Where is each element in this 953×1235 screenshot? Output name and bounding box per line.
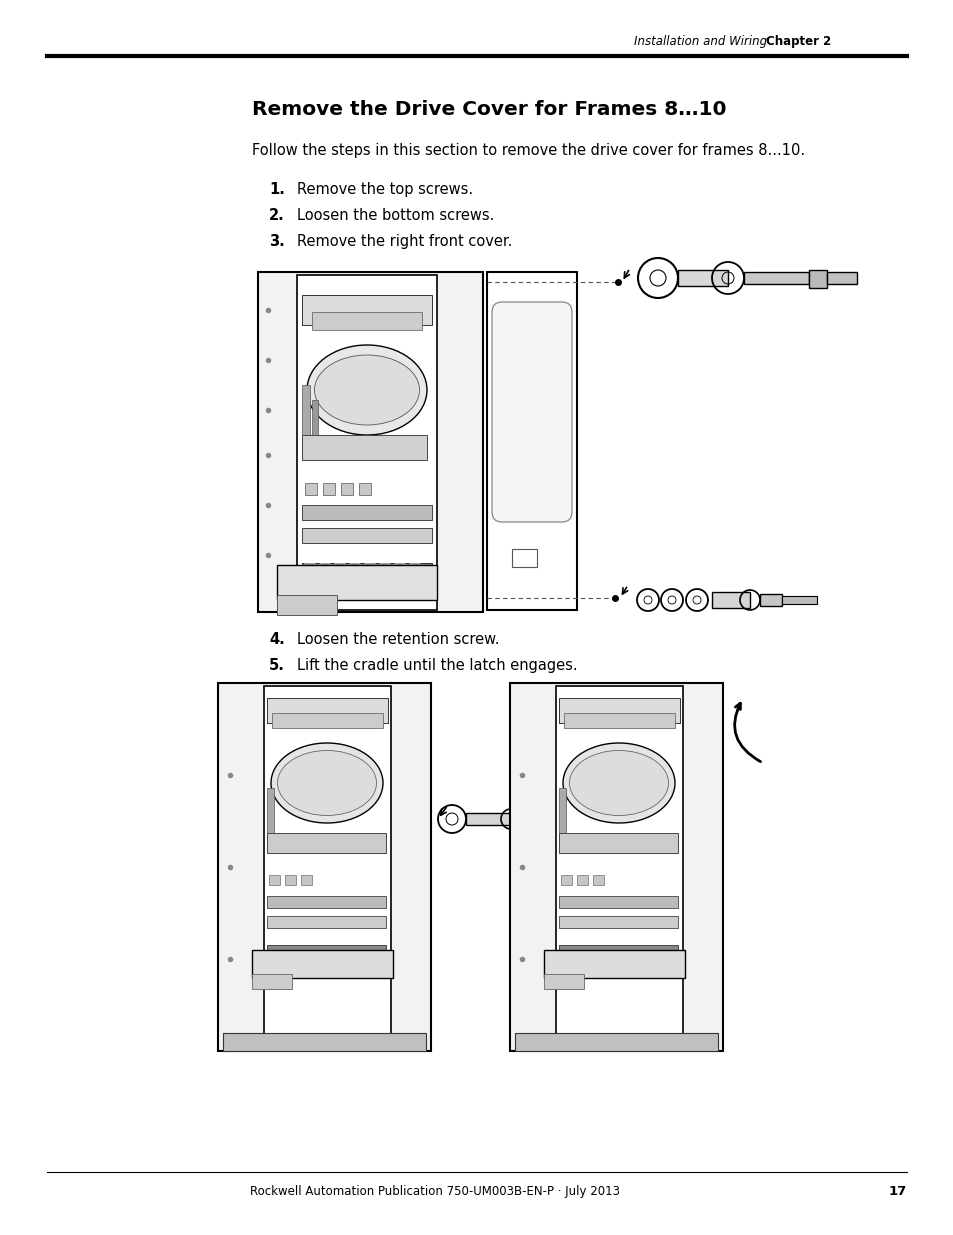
Bar (465, 813, 511, 825)
Bar (678, 270, 727, 287)
Bar (358, 483, 371, 495)
Bar (305, 483, 316, 495)
Text: Remove the right front cover.: Remove the right front cover. (296, 233, 512, 249)
Bar (743, 272, 808, 284)
Bar (267, 788, 274, 839)
Text: Lift the cradle until the latch engages.: Lift the cradle until the latch engages. (296, 658, 577, 673)
Text: Loosen the bottom screws.: Loosen the bottom screws. (296, 207, 494, 224)
Text: Rockwell Automation Publication 750-UM003B-EN-P · July 2013: Rockwell Automation Publication 750-UM00… (250, 1186, 619, 1198)
Bar (267, 832, 386, 853)
Ellipse shape (562, 743, 675, 823)
Bar (563, 713, 675, 727)
Bar (312, 312, 421, 330)
Text: 5.: 5. (269, 658, 285, 673)
Text: Loosen the retention screw.: Loosen the retention screw. (296, 632, 499, 647)
Bar (301, 876, 312, 885)
Bar (781, 597, 816, 604)
Bar (577, 876, 587, 885)
Text: Chapter 2: Chapter 2 (765, 36, 830, 48)
Bar (302, 295, 432, 325)
Bar (826, 272, 856, 284)
Bar (252, 950, 393, 978)
Bar (350, 563, 359, 576)
Ellipse shape (307, 345, 427, 435)
Bar (319, 563, 330, 576)
Bar (760, 594, 781, 606)
Bar (302, 385, 310, 445)
Bar (264, 685, 391, 1049)
Bar (285, 876, 295, 885)
Bar (711, 592, 749, 608)
Bar (302, 529, 432, 543)
Bar (520, 814, 538, 824)
Bar (223, 1032, 426, 1051)
Ellipse shape (271, 743, 382, 823)
Bar (543, 950, 684, 978)
Bar (558, 832, 678, 853)
Text: Remove the Drive Cover for Frames 8…10: Remove the Drive Cover for Frames 8…10 (252, 100, 726, 119)
Bar (312, 400, 317, 450)
Bar (538, 816, 563, 823)
Bar (267, 945, 386, 955)
Ellipse shape (277, 751, 376, 815)
Bar (365, 563, 375, 576)
Bar (323, 483, 335, 495)
Bar (257, 272, 482, 613)
Bar (543, 974, 583, 989)
Bar (302, 563, 432, 576)
Bar (410, 563, 419, 576)
Bar (556, 685, 682, 1049)
Bar (269, 876, 280, 885)
Text: Remove the top screws.: Remove the top screws. (296, 182, 473, 198)
Text: 17: 17 (888, 1186, 906, 1198)
Ellipse shape (569, 751, 668, 815)
Bar (335, 563, 345, 576)
Text: 2.: 2. (269, 207, 285, 224)
Bar (808, 270, 826, 288)
Bar (252, 974, 292, 989)
Ellipse shape (314, 354, 419, 425)
Bar (558, 897, 678, 908)
Bar (510, 683, 722, 1051)
Bar (558, 945, 678, 955)
Bar (512, 550, 537, 567)
Bar (296, 275, 436, 610)
Text: Follow the steps in this section to remove the drive cover for frames 8...10.: Follow the steps in this section to remo… (252, 143, 804, 158)
Bar (558, 916, 678, 927)
Bar (395, 563, 405, 576)
Bar (276, 564, 436, 600)
Bar (486, 272, 577, 610)
Bar (272, 713, 382, 727)
Text: 3.: 3. (269, 233, 285, 249)
Bar (558, 788, 565, 839)
FancyBboxPatch shape (492, 303, 572, 522)
Bar (593, 876, 603, 885)
Text: 4.: 4. (269, 632, 285, 647)
Bar (276, 595, 336, 615)
Bar (302, 505, 432, 520)
Text: Installation and Wiring: Installation and Wiring (634, 36, 766, 48)
Bar (560, 876, 572, 885)
Bar (305, 563, 314, 576)
Bar (340, 483, 353, 495)
Bar (267, 698, 388, 722)
Text: 1.: 1. (269, 182, 285, 198)
Bar (267, 916, 386, 927)
Bar (267, 897, 386, 908)
Bar (302, 435, 427, 459)
Bar (515, 1032, 718, 1051)
Bar (558, 698, 679, 722)
Bar (379, 563, 390, 576)
Bar (218, 683, 431, 1051)
